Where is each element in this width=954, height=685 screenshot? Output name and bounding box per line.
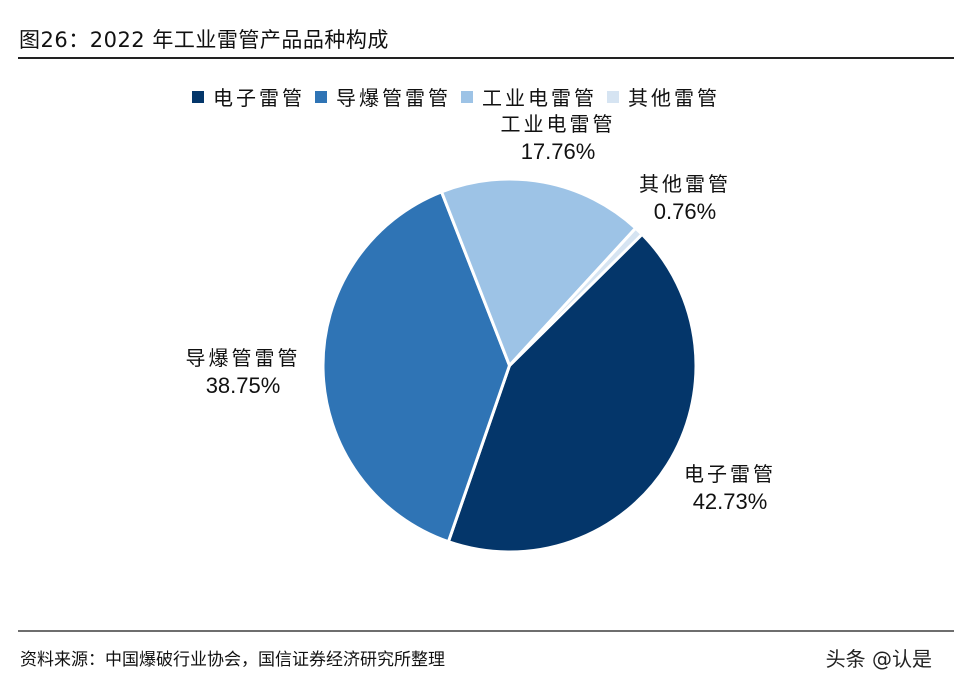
- data-label-qita: 其他雷管 0.76%: [639, 172, 731, 224]
- data-label-daobao: 导爆管雷管 38.75%: [185, 346, 301, 398]
- legend-item-qita: 其他雷管: [607, 82, 720, 111]
- legend-label: 其他雷管: [628, 86, 720, 110]
- pie-slice: [446, 232, 698, 554]
- pie-slice: [321, 190, 511, 544]
- legend-item-daobao: 导爆管雷管: [315, 82, 451, 111]
- legend-label: 导爆管雷管: [336, 86, 451, 110]
- legend-swatch: [607, 90, 619, 103]
- title-divider: [18, 57, 954, 59]
- legend-swatch: [192, 90, 204, 103]
- legend-label: 电子雷管: [213, 86, 305, 110]
- legend: 电子雷管 导爆管雷管 工业电雷管 其他雷管: [192, 82, 730, 111]
- legend-item-gongye: 工业电雷管: [461, 82, 597, 111]
- legend-swatch: [461, 90, 473, 103]
- pie-slice: [440, 177, 638, 367]
- legend-swatch: [315, 90, 327, 103]
- pie-slice: [508, 226, 644, 367]
- watermark: 头条 @认是: [825, 647, 932, 671]
- legend-item-dianzi: 电子雷管: [192, 82, 305, 111]
- data-label-dianzi: 电子雷管 42.73%: [684, 462, 776, 514]
- footer-divider: [18, 630, 954, 632]
- data-label-gongye: 工业电雷管 17.76%: [500, 112, 616, 164]
- chart-title: 图26：2022 年工业雷管产品品种构成: [19, 28, 389, 52]
- legend-label: 工业电雷管: [482, 86, 597, 110]
- source-note: 资料来源：中国爆破行业协会，国信证券经济研究所整理: [20, 650, 445, 670]
